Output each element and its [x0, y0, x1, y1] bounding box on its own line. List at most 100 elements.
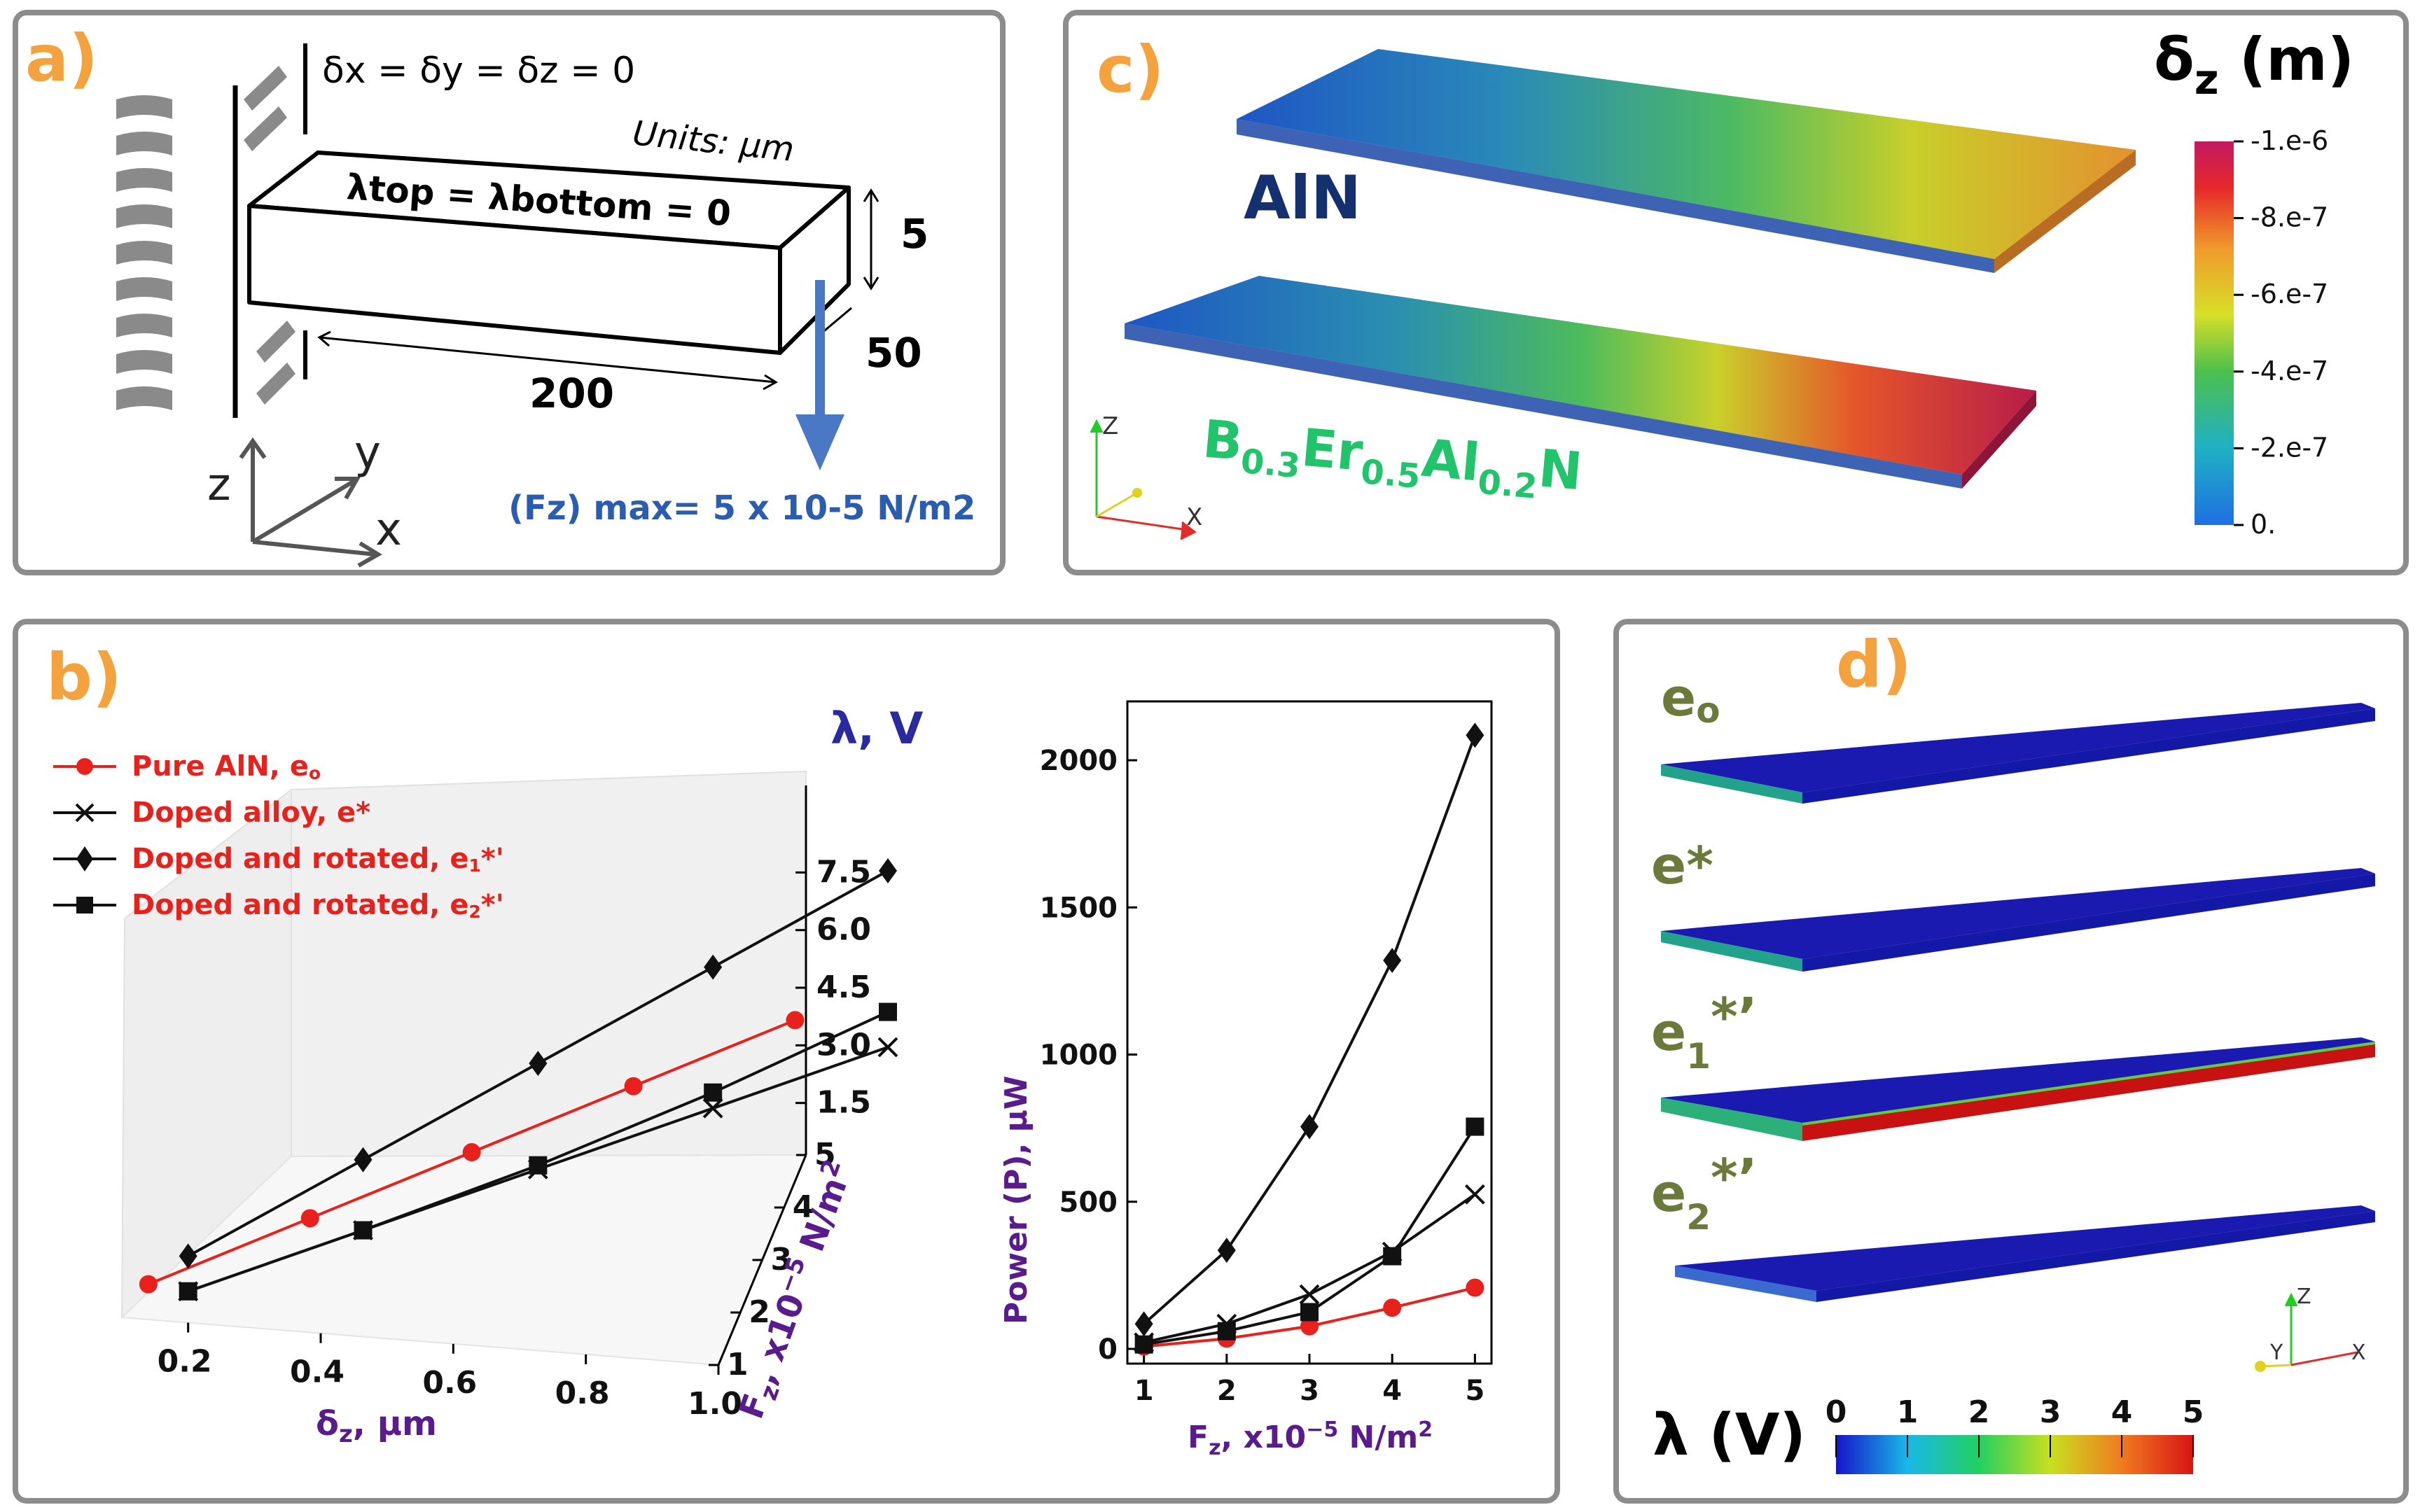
- row-label-e2: e2*’: [1651, 1148, 1758, 1238]
- beam: [247, 150, 851, 355]
- colorbar-tick-label: 5: [2183, 1394, 2204, 1430]
- legend-label: Doped and rotated, e2*': [132, 888, 504, 922]
- x-tick-label: 0.6: [422, 1365, 477, 1401]
- panel-b-label: b): [46, 640, 122, 715]
- coordinate-axes: [239, 437, 382, 568]
- units-label: Units: μm: [631, 113, 796, 169]
- row-label-eo: eo: [1661, 668, 1720, 731]
- axis-z-label: z: [207, 459, 231, 511]
- cantilever-diagram: δx = δy = δz = 0 Units: μm λtop = λbotto…: [116, 43, 975, 568]
- point-pure-aln-eo: [624, 1077, 643, 1096]
- point-doped-and-rotated-e1: [879, 858, 897, 883]
- y-tick-label: 1500: [1040, 892, 1118, 924]
- colorbar-lambda: [1836, 1435, 2193, 1474]
- point-doped-and-rotated-e2: [1134, 1335, 1153, 1354]
- point-pure-aln-eo: [1466, 1278, 1484, 1297]
- colorbar-lambda-ticks: 0 1 2 3 4 5: [1826, 1394, 2204, 1457]
- point-doped-and-rotated-e2: [529, 1156, 548, 1175]
- zlabel-3d: λ, V: [830, 703, 923, 754]
- point-doped-and-rotated-e1: [529, 1051, 548, 1077]
- x-tick-label: 0.2: [158, 1344, 212, 1380]
- colorbar-tick-label: 3: [2040, 1394, 2061, 1430]
- aln-beam: [1237, 49, 2136, 273]
- y-tick-label: 1: [727, 1347, 749, 1382]
- panel-a-cantilever-schematic: δx = δy = δz = 0 Units: μm λtop = λbotto…: [13, 10, 1006, 575]
- colorbar-title-lambda: λ (V): [1653, 1402, 1806, 1469]
- y-tick-label: 2: [749, 1294, 770, 1330]
- colorbar-tick-label: -1.e-6: [2251, 125, 2328, 156]
- point-doped-and-rotated-e2: [704, 1083, 723, 1102]
- dim-height: 5: [900, 210, 929, 258]
- point-doped-and-rotated-e2: [1300, 1303, 1319, 1322]
- dim-width: 50: [865, 329, 922, 377]
- point-doped-and-rotated-e2: [1217, 1322, 1236, 1340]
- colorbar-tick-label: -6.e-7: [2251, 279, 2328, 309]
- triad-z: Z: [1102, 412, 1118, 440]
- point-doped-and-rotated-e2: [879, 1002, 897, 1021]
- z-tick-label: 6.0: [816, 912, 871, 948]
- axis-triad: Z X: [1090, 412, 1202, 540]
- dim-length: 200: [529, 370, 614, 417]
- colorbar-tick-label: -4.e-7: [2251, 356, 2328, 386]
- panel-a-label: a): [25, 21, 99, 96]
- point-pure-aln-eo: [139, 1275, 158, 1294]
- point-doped-alloy-e: [1464, 1184, 1485, 1205]
- z-tick-label: 4.5: [816, 969, 871, 1005]
- legend: Pure AlN, eo Doped alloy, e* Doped and r…: [53, 743, 504, 928]
- material-aln: AlN: [1244, 163, 1361, 233]
- point-doped-and-rotated-e1: [1383, 947, 1402, 973]
- y-tick-label: 500: [1059, 1186, 1118, 1219]
- point-doped-and-rotated-e1: [1466, 722, 1484, 748]
- fixed-wall: [116, 66, 295, 410]
- legend-marker-x: [53, 803, 116, 822]
- legend-item-rotated-e1: Doped and rotated, e1*': [53, 836, 504, 882]
- colorbar-dz: [2195, 141, 2234, 525]
- panel-d-label: d): [1836, 627, 1912, 702]
- displacement-figure: Z X AlN B0.3Er0.5Al0.2N δz (m) -1.e-6 -8.…: [1090, 25, 2354, 540]
- colorbar-tick-label: 1: [1897, 1394, 1919, 1430]
- point-doped-and-rotated-e2: [179, 1282, 197, 1301]
- xlabel-3d: δz, μm: [316, 1404, 437, 1448]
- point-doped-alloy-e: [1299, 1284, 1320, 1305]
- point-doped-and-rotated-e1: [1217, 1238, 1236, 1264]
- point-doped-and-rotated-e1: [1300, 1114, 1319, 1140]
- point-pure-aln-eo: [300, 1209, 319, 1228]
- point-doped-and-rotated-e2: [1466, 1117, 1484, 1136]
- y-tick-label: 5: [814, 1137, 836, 1172]
- ylabel-power: Power (P), μW: [999, 1076, 1034, 1324]
- axis-triad: Z X Y: [2255, 1284, 2366, 1372]
- boundary-condition: δx = δy = δz = 0: [322, 50, 635, 92]
- x-tick-label: 2: [1217, 1375, 1237, 1407]
- legend-marker-circle: [53, 758, 116, 775]
- point-doped-and-rotated-e1: [704, 954, 723, 980]
- colorbar-tick-label: 2: [1968, 1394, 1990, 1430]
- dimension-lines: [317, 188, 879, 391]
- row-label-estar: e*: [1651, 836, 1713, 896]
- beam-e2: [1675, 1205, 2375, 1302]
- colorbar-tick-label: -2.e-7: [2251, 432, 2328, 463]
- xlabel-power: Fz, x10−5 N/m2: [1188, 1418, 1433, 1460]
- voltage-figure: eo e* e1*’ e2*’ Z X Y λ (V) 0 1 2 3 4 5: [1651, 668, 2375, 1474]
- legend-marker-diamond: [53, 846, 116, 872]
- x-tick-label: 5: [1465, 1375, 1484, 1407]
- beam-estar: [1661, 868, 2375, 972]
- y-tick-label: 2000: [1040, 745, 1118, 777]
- legend-item-pure-aln: Pure AlN, eo: [53, 743, 504, 790]
- x-tick-label: 1.0: [688, 1386, 742, 1422]
- colorbar-tick-label: -8.e-7: [2251, 202, 2328, 233]
- x-tick-label: 1: [1134, 1375, 1154, 1407]
- power-chart: 0 500 1000 1500 2000 1 2 3 4 5: [1040, 700, 1493, 1407]
- x-tick-label: 0.8: [555, 1376, 610, 1411]
- panel-b-charts: 1.5 3.0 4.5 6.0 7.5 1 2 3 4 5 0.2 0.4 0.6 0.8 1.0 λ, V…: [13, 619, 1560, 1504]
- point-pure-aln-eo: [786, 1011, 805, 1030]
- point-pure-aln-eo: [1383, 1298, 1402, 1317]
- point-doped-and-rotated-e2: [1383, 1247, 1402, 1266]
- force-arrow: [795, 280, 844, 470]
- triad-z: Z: [2297, 1284, 2311, 1309]
- panel-c-label: c): [1097, 32, 1164, 107]
- legend-label: Doped and rotated, e1*': [132, 842, 504, 876]
- colorbar-title-dz: δz (m): [2154, 25, 2354, 104]
- triad-x: X: [1186, 503, 1202, 531]
